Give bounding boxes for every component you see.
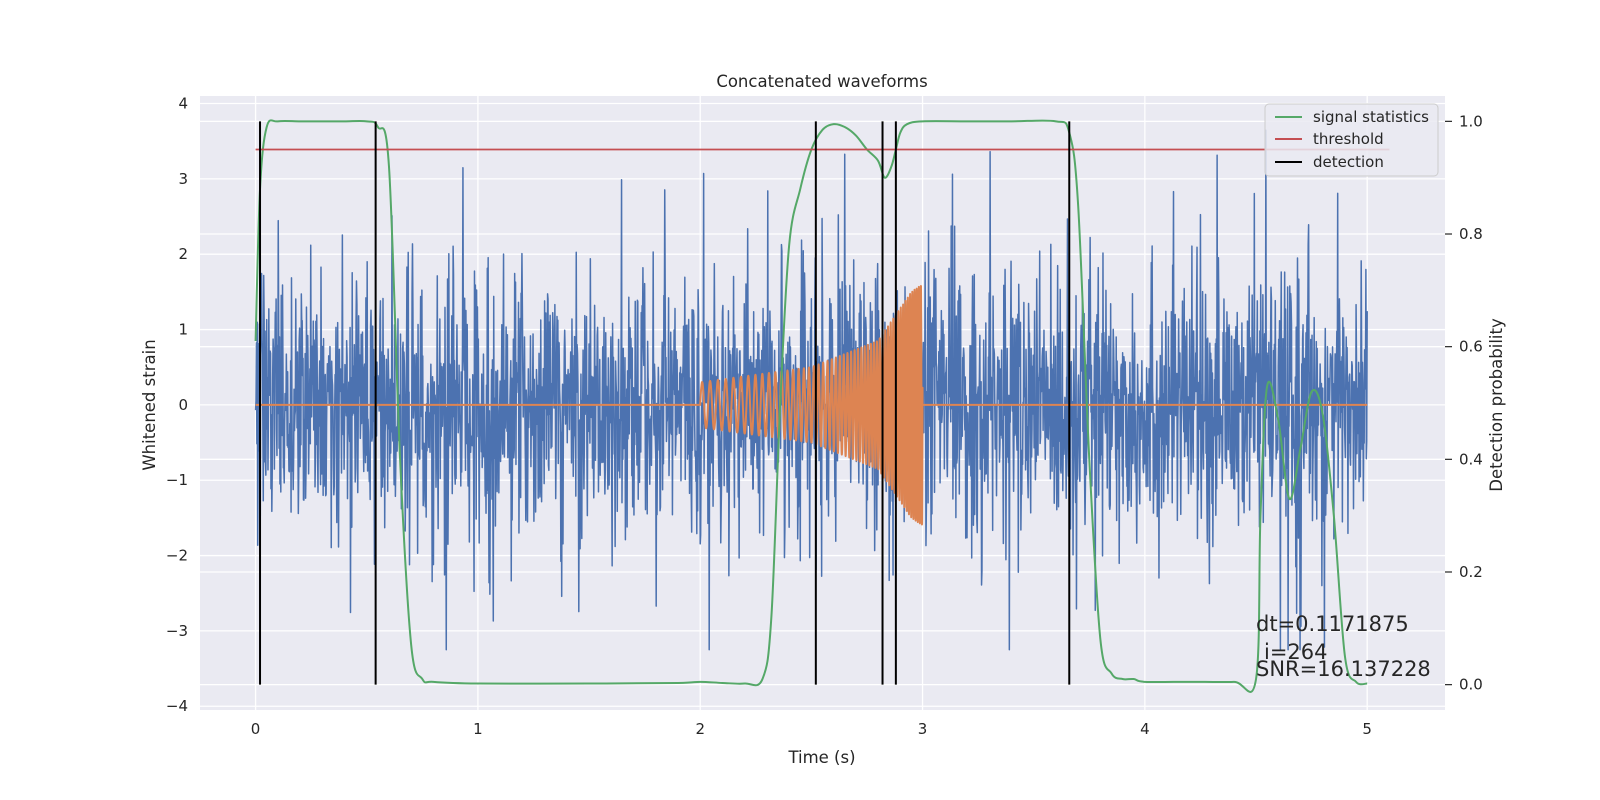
y-tick-label-left: 3 bbox=[178, 170, 188, 188]
x-tick-label: 4 bbox=[1140, 720, 1150, 738]
legend-label-signal-statistics: signal statistics bbox=[1313, 108, 1429, 126]
strain-line bbox=[254, 129, 1368, 651]
y-tick-labels-right: 1.0 0.8 0.6 0.4 0.2 0.0 bbox=[1445, 112, 1483, 694]
series-signal-statistics bbox=[254, 119, 1368, 693]
y-tick-label-right: 0.4 bbox=[1459, 450, 1483, 468]
y-tick-label-right: 0.2 bbox=[1459, 563, 1483, 581]
y-tick-label-left: −4 bbox=[166, 697, 188, 715]
annotation-i: i=264 bbox=[1264, 640, 1328, 664]
y-tick-label-left: 2 bbox=[178, 245, 188, 263]
x-tick-label: 2 bbox=[695, 720, 705, 738]
y-tick-label-left: −3 bbox=[166, 622, 188, 640]
annotation-snr: SNR=16.137228 bbox=[1256, 657, 1431, 681]
x-tick-label: 1 bbox=[473, 720, 483, 738]
x-tick-label: 5 bbox=[1362, 720, 1372, 738]
x-axis-label: Time (s) bbox=[787, 748, 855, 767]
x-tick-label: 0 bbox=[251, 720, 261, 738]
y-tick-label-right: 0.8 bbox=[1459, 225, 1483, 243]
signal-statistics-line bbox=[254, 119, 1368, 693]
legend-box bbox=[1264, 103, 1439, 177]
series-injected-waveform bbox=[255, 284, 1368, 526]
y-tick-label-left: 4 bbox=[178, 95, 188, 113]
injected-waveform-line bbox=[255, 284, 1368, 526]
y-tick-label-left: 1 bbox=[178, 321, 188, 339]
legend-label-threshold: threshold bbox=[1313, 130, 1384, 148]
chart-title: Concatenated waveforms bbox=[716, 72, 927, 91]
legend-label-detection: detection bbox=[1313, 153, 1384, 171]
y-tick-labels-left: 4 3 2 1 0 −1 −2 −3 −4 bbox=[166, 95, 188, 716]
y-tick-label-right: 1.0 bbox=[1459, 112, 1483, 130]
y-tick-label-left: 0 bbox=[178, 396, 188, 414]
legend: signal statistics threshold detection bbox=[1264, 103, 1439, 177]
y-tick-label-right: 0.0 bbox=[1459, 676, 1483, 694]
series-detection bbox=[259, 121, 1071, 685]
y-axis-label-left: Whitened strain bbox=[140, 339, 159, 470]
annotation-dt: dt=0.1171875 bbox=[1256, 612, 1409, 636]
x-tick-label: 3 bbox=[918, 720, 928, 738]
y-tick-label-left: −1 bbox=[166, 471, 188, 489]
y-axis-label-right: Detection probability bbox=[1487, 318, 1506, 492]
y-tick-label-left: −2 bbox=[166, 547, 188, 565]
x-tick-labels: 0 1 2 3 4 5 bbox=[251, 720, 1372, 738]
series-whitened-strain bbox=[254, 129, 1368, 651]
y-tick-label-right: 0.6 bbox=[1459, 338, 1483, 356]
